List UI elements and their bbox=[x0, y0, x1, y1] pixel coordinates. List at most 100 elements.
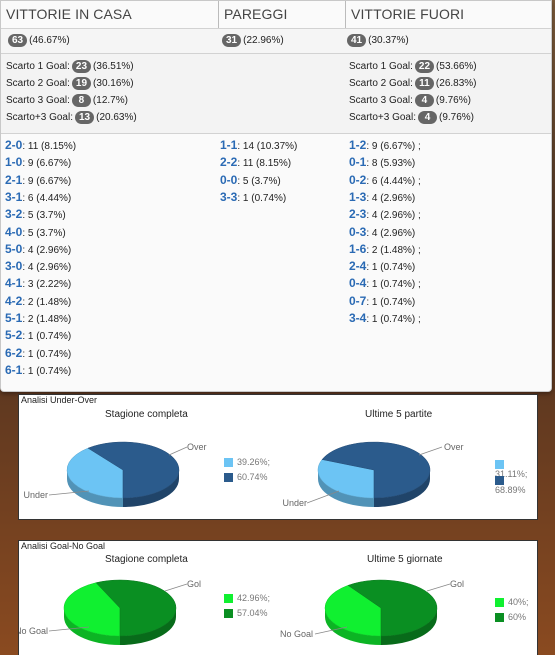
score-row: 6-2: 1 (0.74%) bbox=[5, 346, 71, 360]
pie-slice-side-gol bbox=[120, 608, 176, 645]
pct-text: (12.7%) bbox=[92, 95, 128, 107]
totals-row bbox=[1, 28, 551, 53]
pie-slice-over bbox=[87, 441, 180, 499]
pct-text: (22.96%) bbox=[243, 35, 284, 47]
away-wins-header: VITTORIE FUORI bbox=[345, 1, 551, 28]
legend-value: 40%; bbox=[508, 597, 529, 607]
score-row: 1-1: 14 (10.37%) bbox=[220, 138, 297, 152]
score-label: 2-2 bbox=[220, 155, 238, 170]
score-row: 0-3: 4 (2.96%) bbox=[349, 225, 415, 239]
pct-text: (9.76%) bbox=[435, 95, 471, 107]
score-row: 5-0: 4 (2.96%) bbox=[5, 242, 71, 256]
score-label: 1-1 bbox=[220, 138, 238, 152]
legend-swatch bbox=[224, 609, 233, 619]
count-badge: 19 bbox=[71, 77, 92, 90]
scarto-label: Scarto+3 Goal: bbox=[6, 112, 73, 124]
count-badge: 23 bbox=[71, 60, 92, 73]
legend-swatch bbox=[495, 598, 504, 608]
score-label: 0-1 bbox=[349, 155, 367, 170]
pct-text: (20.63%) bbox=[96, 112, 137, 124]
home-wins-column: VITTORIE IN CASA bbox=[1, 1, 218, 28]
score-detail: : 4 (2.96%) bbox=[366, 227, 416, 239]
score-label: 1-3 bbox=[349, 189, 367, 204]
count-badge: 22 bbox=[414, 60, 435, 73]
score-detail: : 2 (1.48%) bbox=[22, 296, 72, 308]
score-detail: : 4 (2.96%) bbox=[366, 192, 416, 204]
score-row: 2-2: 11 (8.15%) bbox=[220, 155, 291, 169]
score-detail: : 1 (0.74%) bbox=[22, 365, 72, 377]
chart-title: Stagione completa bbox=[105, 409, 188, 420]
draws-column: PAREGGI bbox=[218, 1, 345, 28]
score-detail: : 5 (3.7%) bbox=[22, 227, 66, 239]
draw-total: 31 (22.96%) bbox=[220, 34, 284, 47]
score-label: 0-2 bbox=[349, 172, 367, 187]
pct-text: (30.16%) bbox=[93, 78, 134, 90]
legend-under: 39.26%; bbox=[224, 457, 270, 468]
chart-title: Ultime 5 giornate bbox=[367, 554, 443, 565]
pie-slice-side-no-goal bbox=[325, 608, 381, 645]
score-detail: : 4 (2.96%) bbox=[22, 262, 72, 274]
scarto-row: Scarto 1 Goal: 22 (53.66%) bbox=[349, 60, 477, 73]
pct-text: (26.83%) bbox=[435, 78, 477, 90]
score-detail: : 4 (2.96%) ; bbox=[366, 210, 421, 222]
leader-line bbox=[48, 490, 90, 496]
scarto-row: Scarto 3 Goal: 4 (9.76%) bbox=[349, 94, 471, 107]
slice-label: Under bbox=[23, 490, 48, 500]
scarto-label: Scarto 2 Goal: bbox=[6, 78, 70, 90]
scarto-row: Scarto 2 Goal: 11 (26.83%) bbox=[349, 77, 477, 90]
scarto-label: Scarto 3 Goal: bbox=[6, 95, 70, 107]
count-badge: 11 bbox=[414, 77, 434, 90]
score-row: 2-3: 4 (2.96%) ; bbox=[349, 207, 421, 221]
score-row: 3-2: 5 (3.7%) bbox=[5, 207, 66, 221]
legend-swatch bbox=[495, 476, 504, 486]
score-detail: : 2 (1.48%) ; bbox=[366, 244, 421, 256]
pie-slice-no-goal bbox=[324, 585, 382, 637]
legend-value: 68.89% bbox=[495, 485, 526, 496]
pct-text: (36.51%) bbox=[93, 61, 134, 73]
score-label: 6-1 bbox=[5, 362, 23, 377]
scarto-row: Scarto 1 Goal: 23 (36.51%) bbox=[6, 60, 134, 73]
scarto-label: Scarto 1 Goal: bbox=[349, 61, 413, 73]
score-detail: : 4 (2.96%) bbox=[22, 244, 72, 256]
score-detail: : 1 (0.74%) bbox=[366, 262, 416, 274]
score-row: 1-2: 9 (6.67%) ; bbox=[349, 138, 421, 152]
score-label: 1-0 bbox=[5, 155, 23, 170]
score-row: 4-0: 5 (3.7%) bbox=[5, 225, 66, 239]
score-row: 5-2: 1 (0.74%) bbox=[5, 328, 71, 342]
score-row: 0-2: 6 (4.44%) ; bbox=[349, 173, 421, 187]
scarto-label: Scarto 3 Goal: bbox=[349, 95, 413, 107]
count-badge: 8 bbox=[71, 94, 91, 107]
score-row: 2-1: 9 (6.67%) bbox=[5, 173, 71, 187]
pie-slice-gol bbox=[95, 579, 177, 637]
score-label: 0-0 bbox=[220, 172, 238, 187]
goal-no-goal-charts: Gol No Goal Gol No Goal bbox=[19, 579, 464, 645]
leader-line bbox=[48, 626, 90, 632]
legend-swatch bbox=[495, 613, 504, 623]
legend-value: 60% bbox=[508, 612, 527, 622]
score-row: 4-2: 2 (1.48%) bbox=[5, 294, 71, 308]
score-detail: : 1 (0.74%) ; bbox=[366, 279, 421, 291]
leader-line bbox=[164, 583, 188, 592]
legend-over: 68.89% bbox=[495, 475, 537, 495]
score-label: 1-2 bbox=[349, 138, 367, 152]
pct-text: (46.67%) bbox=[29, 35, 70, 47]
pct-text: (30.37%) bbox=[368, 35, 409, 47]
score-label: 3-1 bbox=[5, 189, 23, 204]
score-label: 5-1 bbox=[5, 311, 23, 325]
score-detail: : 2 (1.48%) bbox=[22, 314, 72, 325]
score-label: 2-1 bbox=[5, 172, 23, 187]
away-wins-column: VITTORIE FUORI bbox=[345, 1, 551, 28]
count-badge: 63 bbox=[8, 34, 28, 47]
score-row: 1-0: 9 (6.67%) bbox=[5, 155, 71, 169]
pie-slice-side-under bbox=[318, 470, 374, 507]
pie-slice-gol bbox=[347, 579, 438, 637]
score-row: 2-4: 1 (0.74%) bbox=[349, 259, 415, 273]
scarto-label: Scarto+3 Goal: bbox=[349, 112, 416, 124]
legend-value: 42.96%; bbox=[237, 593, 271, 603]
legend-swatch bbox=[495, 460, 504, 470]
leader-line bbox=[426, 583, 451, 592]
goal-no-goal-title: Analisi Goal-No Goal bbox=[21, 541, 106, 551]
pie-slice-under bbox=[317, 459, 375, 499]
under-over-title: Analisi Under-Over bbox=[21, 395, 98, 405]
chart-title: Ultime 5 partite bbox=[365, 409, 433, 420]
